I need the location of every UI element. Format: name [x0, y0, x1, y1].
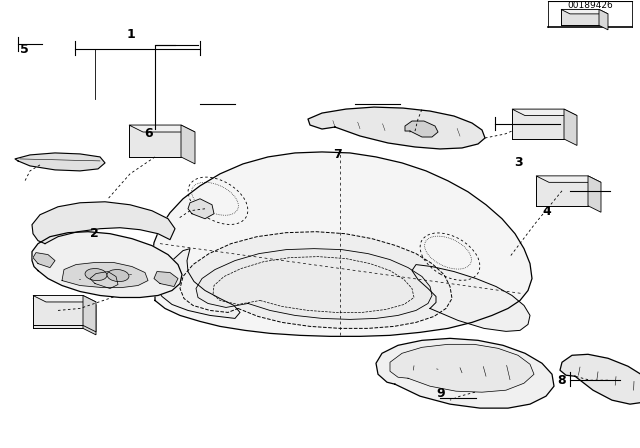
Polygon shape: [33, 298, 83, 328]
Polygon shape: [564, 109, 577, 146]
Text: 5: 5: [20, 43, 29, 56]
Text: 3: 3: [514, 156, 523, 169]
Ellipse shape: [107, 270, 129, 282]
Polygon shape: [376, 338, 554, 408]
Polygon shape: [390, 345, 534, 392]
Polygon shape: [405, 121, 438, 137]
Polygon shape: [32, 202, 175, 244]
Polygon shape: [180, 232, 452, 328]
Polygon shape: [536, 176, 588, 206]
Polygon shape: [412, 265, 530, 332]
Polygon shape: [561, 9, 599, 26]
Text: 6: 6: [144, 127, 153, 140]
Text: 2: 2: [90, 227, 99, 240]
Polygon shape: [188, 199, 214, 219]
Polygon shape: [154, 271, 178, 287]
Polygon shape: [588, 176, 601, 212]
Text: 9: 9: [436, 387, 445, 400]
Polygon shape: [560, 354, 640, 404]
Polygon shape: [33, 298, 96, 305]
Polygon shape: [512, 109, 577, 116]
Polygon shape: [33, 296, 96, 302]
Ellipse shape: [85, 268, 107, 280]
Polygon shape: [129, 125, 181, 157]
Text: 7: 7: [333, 148, 342, 161]
Polygon shape: [512, 109, 564, 139]
Polygon shape: [33, 296, 83, 325]
Polygon shape: [15, 153, 105, 171]
Polygon shape: [536, 176, 601, 182]
Polygon shape: [129, 125, 195, 132]
Polygon shape: [308, 107, 485, 149]
Polygon shape: [83, 298, 96, 335]
Polygon shape: [90, 271, 118, 289]
Polygon shape: [152, 152, 532, 336]
Polygon shape: [561, 9, 608, 14]
Polygon shape: [196, 249, 432, 319]
Polygon shape: [32, 232, 182, 297]
Polygon shape: [155, 249, 240, 319]
Polygon shape: [181, 125, 195, 164]
Polygon shape: [599, 9, 608, 30]
Polygon shape: [33, 253, 55, 267]
Text: 8: 8: [557, 374, 566, 387]
Text: 1: 1: [127, 28, 136, 41]
Text: 4: 4: [543, 205, 552, 218]
Text: 00189426: 00189426: [567, 1, 613, 10]
Polygon shape: [62, 263, 148, 288]
Polygon shape: [83, 296, 96, 332]
